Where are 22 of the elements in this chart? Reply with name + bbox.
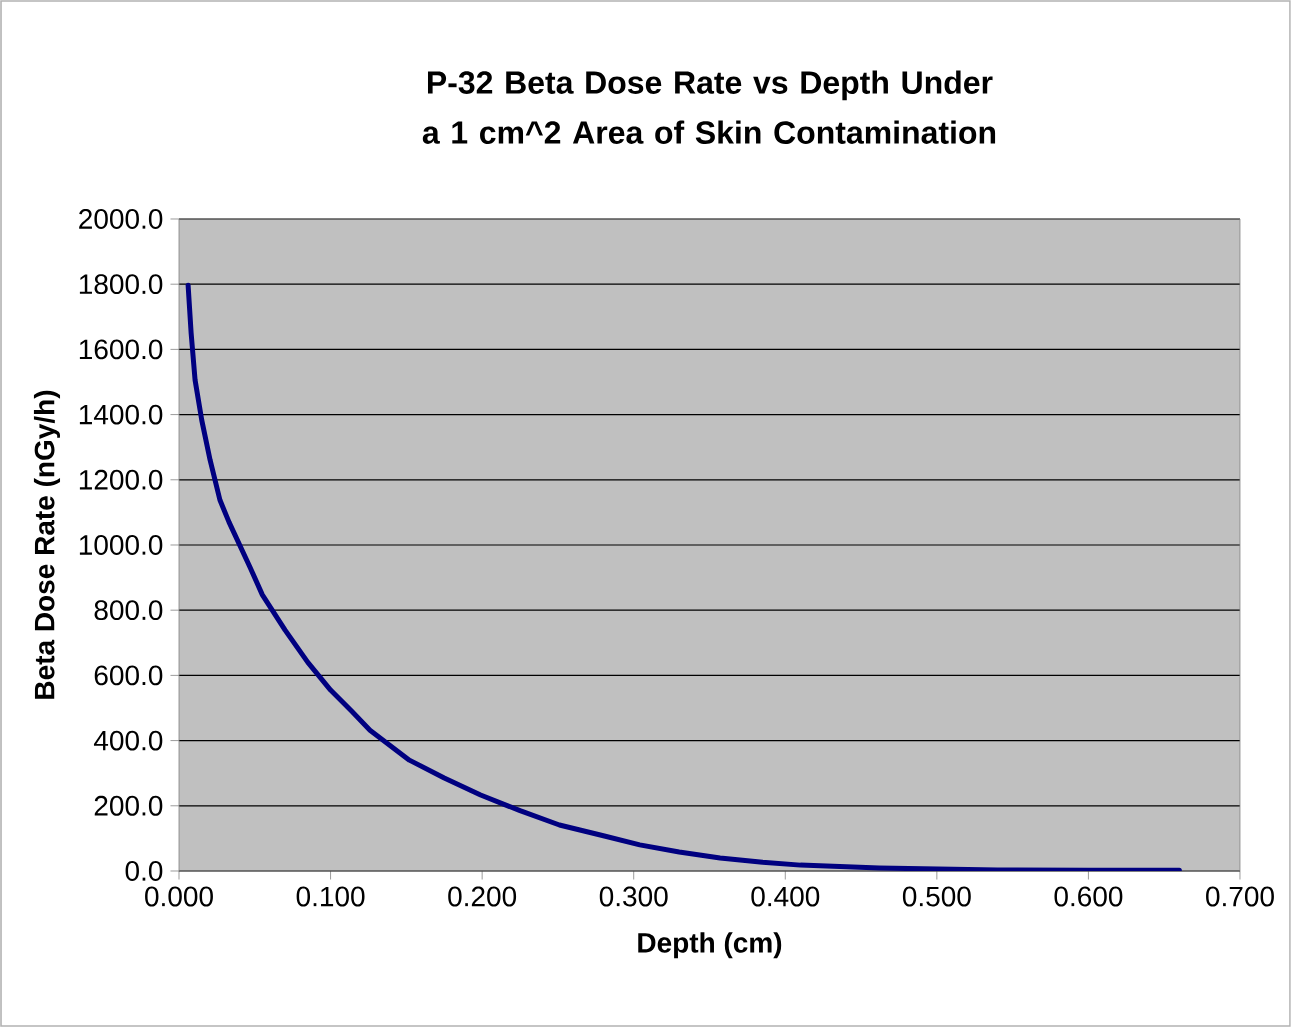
y-tick-label: 1600.0 (79, 339, 163, 360)
x-tick-label: 0.700 (1206, 886, 1274, 907)
y-tick-label: 1400.0 (79, 404, 163, 425)
x-tick-label: 0.000 (145, 886, 213, 907)
x-tick-label: 0.100 (296, 886, 365, 907)
x-tick-label: 0.300 (599, 886, 668, 907)
chart-title: P-32 Beta Dose Rate vs Depth Under a 1 cm^2 Area of Skin Contamination (422, 70, 996, 144)
y-tick-label: 1200.0 (79, 469, 163, 490)
x-tick-label: 0.200 (448, 886, 517, 907)
y-tick-label: 1800.0 (79, 274, 163, 295)
y-tick-label: 1000.0 (79, 535, 163, 555)
y-tick-label: 600.0 (94, 665, 163, 686)
y-tick-label: 800.0 (94, 600, 163, 621)
x-tick-label: 0.500 (902, 886, 971, 907)
x-tick-label: 0.600 (1054, 886, 1123, 907)
y-tick-label: 200.0 (94, 795, 163, 816)
x-axis-title: Depth (cm) (638, 932, 782, 959)
y-tick-label: 2000.0 (79, 209, 163, 229)
y-tick-label: 0.0 (125, 861, 163, 881)
y-tick-label: 400.0 (93, 730, 163, 751)
y-axis-title: Beta Dose Rate (nGy/h) (33, 390, 61, 699)
x-tick-label: 0.400 (751, 886, 820, 907)
